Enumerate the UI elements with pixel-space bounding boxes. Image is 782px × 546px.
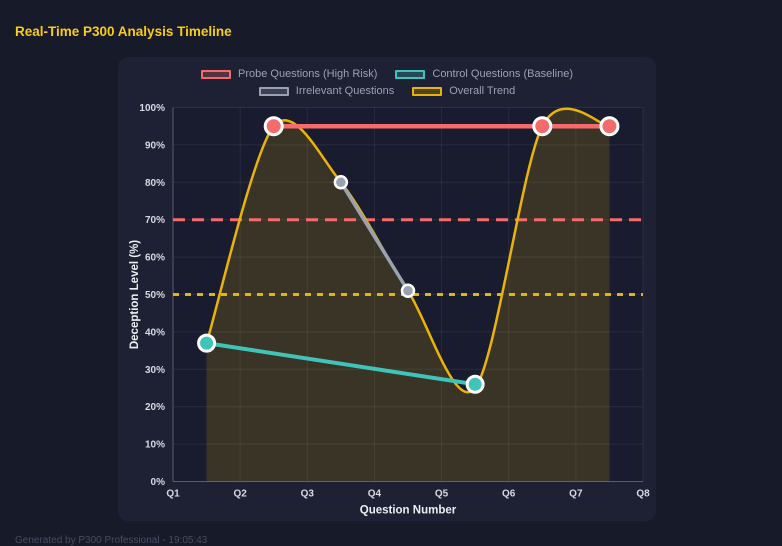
legend-label: Overall Trend <box>449 85 516 97</box>
legend-item-control-questions-baseline[interactable]: Control Questions (Baseline) <box>395 68 573 80</box>
axis-ticks: Q1 Q2 Q3 Q4 Q5 Q6 Q7 Q8 0% 10% 20% 30% 40% 50% 60% 70% 8… <box>139 103 650 500</box>
y-tick-label: 20% <box>145 402 165 413</box>
gridlines <box>172 107 644 482</box>
x-tick-label: Q2 <box>233 489 247 500</box>
legend-item-probe-questions-high-risk[interactable]: Probe Questions (High Risk) <box>200 68 378 80</box>
legend-label: Probe Questions (High Risk) <box>237 68 378 80</box>
x-tick-label: Q8 <box>636 489 650 500</box>
x-tick-label: Q1 <box>166 489 180 500</box>
legend-label: Control Questions (Baseline) <box>432 68 573 80</box>
legend-swatch-overall-trend <box>412 86 443 96</box>
data-point-probe-questions-high-risk[interactable] <box>532 116 553 137</box>
data-point-probe-questions-high-risk[interactable] <box>599 116 620 137</box>
legend-swatch-control-questions-baseline <box>395 69 426 79</box>
series-line-control-questions-baseline <box>204 341 478 387</box>
data-point-irrelevant-questions[interactable] <box>333 175 349 190</box>
chart-panel: Q1 Q2 Q3 Q4 Q5 Q6 Q7 Q8 0% 10% 20% 30% 40% 50% 60% 70% 8… <box>118 57 656 521</box>
x-tick-label: Q5 <box>435 489 449 500</box>
data-point-probe-questions-high-risk[interactable] <box>263 116 284 137</box>
y-tick-label: 10% <box>145 440 165 451</box>
series-line-irrelevant-questions <box>339 180 410 293</box>
x-tick-label: Q3 <box>301 489 315 500</box>
x-tick-label: Q7 <box>569 489 583 500</box>
y-tick-label: 80% <box>145 178 165 189</box>
y-tick-label: 50% <box>145 290 165 301</box>
chart-legend: Probe Questions (High Risk) Control Quest… <box>118 57 656 97</box>
y-tick-label: 100% <box>139 103 165 114</box>
timeline-chart: Q1 Q2 Q3 Q4 Q5 Q6 Q7 Q8 0% 10% 20% 30% 40% 50% 60% 70% 8… <box>129 103 650 517</box>
footer-caption: Generated by P300 Professional - 19:05:4… <box>15 535 208 546</box>
legend-swatch-irrelevant-questions <box>258 86 289 96</box>
page-title: Real-Time P300 Analysis Timeline <box>15 24 232 39</box>
y-tick-label: 70% <box>145 215 165 226</box>
y-axis-title: Deception Level (%) <box>129 240 141 349</box>
legend-item-overall-trend[interactable]: Overall Trend <box>412 85 515 97</box>
y-tick-label: 40% <box>145 327 165 338</box>
x-axis-title: Question Number <box>360 505 457 517</box>
data-point-control-questions-baseline[interactable] <box>197 333 217 353</box>
y-tick-label: 60% <box>145 253 165 264</box>
x-tick-label: Q4 <box>368 489 382 500</box>
legend-label: Irrelevant Questions <box>295 85 395 97</box>
data-point-irrelevant-questions[interactable] <box>400 283 416 299</box>
legend-item-irrelevant-questions[interactable]: Irrelevant Questions <box>258 85 395 97</box>
data-point-control-questions-baseline[interactable] <box>465 374 485 394</box>
y-tick-label: 30% <box>145 365 165 376</box>
y-tick-label: 90% <box>145 140 165 151</box>
x-tick-label: Q6 <box>502 489 516 500</box>
y-tick-label: 0% <box>151 477 166 488</box>
legend-swatch-probe-questions-high-risk <box>200 69 231 79</box>
